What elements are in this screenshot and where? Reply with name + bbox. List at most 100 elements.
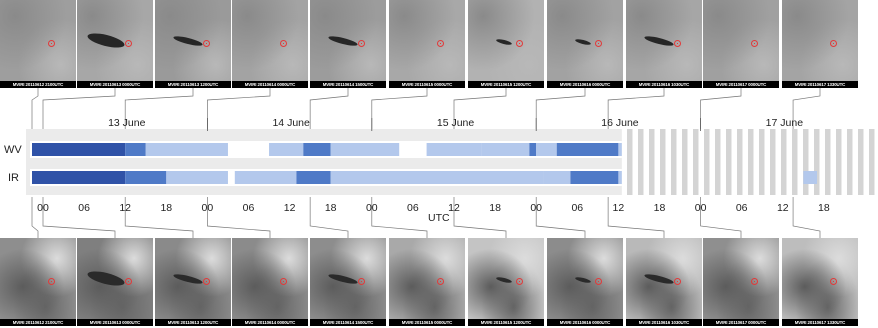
ir-image-tile: MVIRI 20110615 0000UTC	[389, 238, 465, 326]
image-connector-lines	[31, 88, 821, 238]
ir-segment-9	[803, 171, 818, 184]
axis-label-utc: UTC	[428, 212, 450, 224]
satellite-image	[0, 238, 76, 319]
hour-tick-11: 18	[489, 202, 501, 214]
wv-image-tile: MVIRI 20110613 1200UTC	[155, 0, 231, 88]
hour-tick-13: 06	[571, 202, 583, 214]
hour-tick-4: 00	[202, 202, 214, 214]
bottom-connector-line	[535, 197, 586, 238]
wv-segment-4	[303, 143, 331, 156]
top-connector-line	[535, 88, 586, 133]
volcano-location-marker-icon	[202, 278, 210, 286]
bottom-connector-line	[453, 197, 507, 238]
volcano-location-marker-icon	[47, 278, 55, 286]
wv-segment-6	[426, 143, 482, 156]
no-data-region	[621, 129, 878, 195]
volcano-location-marker-icon	[124, 278, 132, 286]
volcano-location-marker-icon	[594, 40, 602, 48]
volcano-location-marker-icon	[357, 278, 365, 286]
volcano-location-marker-icon	[673, 40, 681, 48]
wv-segment-3	[269, 143, 304, 156]
bottom-connector-line	[700, 197, 742, 238]
wv-segment-0	[32, 143, 126, 156]
hour-tick-8: 00	[366, 202, 378, 214]
satellite-image	[0, 0, 76, 81]
image-caption: MVIRI 20110616 1030UTC	[626, 81, 702, 88]
image-caption: MVIRI 20110613 1200UTC	[155, 81, 231, 88]
top-connector-line	[207, 88, 271, 133]
hour-tick-10: 12	[448, 202, 460, 214]
image-caption: MVIRI 20110615 1200UTC	[468, 81, 544, 88]
volcano-location-marker-icon	[750, 278, 758, 286]
hour-tick-19: 18	[818, 202, 830, 214]
volcano-location-marker-icon	[594, 278, 602, 286]
hour-tick-16: 00	[695, 202, 707, 214]
wv-image-tile: MVIRI 20110617 1330UTC	[782, 0, 858, 88]
satellite-image	[703, 238, 779, 319]
top-wv-image-strip: MVIRI 20110612 2100UTC MVIRI 20110613 000…	[0, 0, 878, 88]
top-connector-line	[124, 88, 194, 133]
day-label-4: 17 June	[766, 117, 804, 129]
wv-segment-9	[536, 143, 557, 156]
hour-tick-2: 12	[119, 202, 131, 214]
wv-image-tile: MVIRI 20110615 1200UTC	[468, 0, 544, 88]
ir-segment-5	[330, 171, 544, 184]
hour-tick-6: 12	[284, 202, 296, 214]
ir-image-tile: MVIRI 20110613 1200UTC	[155, 238, 231, 326]
volcano-location-marker-icon	[515, 40, 523, 48]
volcano-location-marker-icon	[47, 40, 55, 48]
row-label-wv: WV	[4, 144, 22, 156]
ir-segment-3	[234, 171, 297, 184]
volcano-location-marker-icon	[829, 278, 837, 286]
ir-image-tile: MVIRI 20110613 0000UTC	[77, 238, 153, 326]
satellite-image	[703, 0, 779, 81]
hour-tick-12: 00	[530, 202, 542, 214]
satellite-image	[782, 0, 858, 81]
day-label-0: 13 June	[108, 117, 146, 129]
wv-image-tile: MVIRI 20110613 0000UTC	[77, 0, 153, 88]
image-caption: MVIRI 20110612 2100UTC	[0, 319, 76, 326]
satellite-image	[389, 238, 465, 319]
image-caption: MVIRI 20110616 0000UTC	[547, 319, 623, 326]
volcano-location-marker-icon	[357, 40, 365, 48]
hour-tick-7: 18	[325, 202, 337, 214]
hour-tick-15: 18	[654, 202, 666, 214]
satellite-image	[232, 238, 308, 319]
bottom-ir-image-strip: MVIRI 20110612 2100UTC MVIRI 20110613 000…	[0, 238, 878, 326]
top-connector-line	[31, 88, 39, 133]
ir-segment-6	[543, 171, 571, 184]
volcano-location-marker-icon	[436, 40, 444, 48]
top-connector-line	[42, 88, 116, 133]
image-caption: MVIRI 20110615 0000UTC	[389, 319, 465, 326]
wv-track	[30, 141, 622, 158]
volcano-location-marker-icon	[124, 40, 132, 48]
timeline-bars	[32, 143, 818, 184]
satellite-image	[782, 238, 858, 319]
timeline-band	[26, 129, 878, 195]
bottom-connector-line	[42, 197, 116, 238]
bottom-connector-line	[31, 197, 39, 238]
top-connector-line	[371, 88, 428, 133]
wv-segment-1	[125, 143, 146, 156]
wv-segment-5	[330, 143, 400, 156]
image-caption: MVIRI 20110613 1200UTC	[155, 319, 231, 326]
ir-image-tile: MVIRI 20110615 1200UTC	[468, 238, 544, 326]
hour-tick-17: 06	[736, 202, 748, 214]
satellite-image	[232, 0, 308, 81]
hour-tick-18: 12	[777, 202, 789, 214]
ir-segment-1	[125, 171, 167, 184]
volcano-location-marker-icon	[202, 40, 210, 48]
volcano-location-marker-icon	[829, 40, 837, 48]
image-caption: MVIRI 20110616 0000UTC	[547, 81, 623, 88]
wv-image-tile: MVIRI 20110614 0000UTC	[232, 0, 308, 88]
volcano-location-marker-icon	[515, 278, 523, 286]
hour-tick-3: 18	[160, 202, 172, 214]
wv-segment-2	[145, 143, 228, 156]
top-connector-line	[607, 88, 665, 133]
image-caption: MVIRI 20110617 0000UTC	[703, 319, 779, 326]
image-caption: MVIRI 20110614 0000UTC	[232, 81, 308, 88]
wv-segment-8	[529, 143, 537, 156]
top-connector-line	[309, 88, 349, 133]
satellite-image	[389, 0, 465, 81]
image-caption: MVIRI 20110614 0000UTC	[232, 319, 308, 326]
